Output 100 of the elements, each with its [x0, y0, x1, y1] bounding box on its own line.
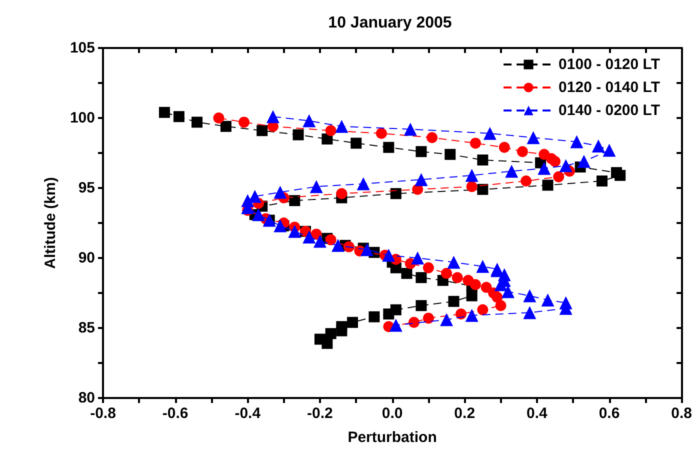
x-tick-label: -0.2: [307, 405, 333, 422]
point: [416, 146, 427, 158]
point: [313, 234, 326, 248]
y-tick-label: 85: [78, 320, 95, 336]
point: [343, 241, 354, 252]
point: [592, 140, 605, 152]
point: [505, 164, 518, 178]
point: [570, 135, 584, 148]
point: [444, 148, 456, 160]
point: [213, 112, 224, 124]
point: [596, 176, 608, 186]
point: [248, 190, 262, 203]
point: [465, 308, 478, 322]
point: [158, 106, 170, 118]
point: [550, 156, 561, 167]
point: [192, 116, 203, 128]
point: [426, 132, 438, 144]
point: [492, 292, 503, 303]
x-tick-label: 0.4: [526, 405, 548, 422]
point: [516, 146, 528, 158]
point: [542, 180, 554, 191]
x-tick-label: -0.6: [162, 405, 188, 422]
point: [447, 256, 460, 269]
y-tick-label: 80: [78, 390, 95, 406]
legend-label: 0140 - 0200 LT: [558, 102, 660, 119]
point: [390, 188, 402, 200]
legend-label: 0100 - 0120 LT: [558, 56, 660, 73]
point: [422, 312, 434, 324]
point: [350, 138, 362, 149]
point: [416, 300, 427, 312]
chart-title: 10 January 2005: [328, 14, 452, 32]
y-tick-label: 90: [78, 250, 95, 266]
point: [441, 268, 452, 279]
point: [614, 170, 626, 181]
point: [553, 171, 564, 182]
point: [335, 120, 348, 133]
point: [356, 177, 370, 190]
point: [526, 131, 540, 144]
point: [336, 325, 348, 336]
point: [466, 181, 478, 192]
point: [559, 159, 572, 172]
x-tick-label: 0.2: [454, 405, 476, 422]
point: [466, 290, 478, 302]
point: [289, 195, 300, 206]
point: [414, 173, 428, 186]
point: [325, 234, 336, 246]
point: [322, 338, 333, 349]
point: [538, 162, 551, 175]
point: [368, 311, 380, 322]
point: [325, 125, 336, 136]
point: [302, 114, 316, 128]
point: [495, 300, 506, 312]
point: [408, 316, 420, 328]
point: [252, 208, 265, 222]
point: [238, 116, 250, 128]
point: [577, 154, 590, 168]
point: [541, 294, 554, 306]
point: [383, 308, 394, 320]
point: [376, 128, 387, 139]
point: [173, 111, 184, 122]
point: [389, 318, 402, 332]
point: [448, 296, 460, 307]
point: [520, 176, 532, 186]
point: [476, 260, 490, 273]
point: [383, 142, 394, 153]
point: [220, 120, 232, 132]
y-tick-label: 105: [70, 40, 95, 56]
point: [470, 138, 481, 149]
point: [292, 129, 304, 140]
point: [470, 279, 481, 290]
x-tick-label: 0.0: [382, 405, 403, 422]
x-tick-label: 0.8: [671, 405, 692, 422]
point: [465, 168, 478, 182]
point: [477, 184, 488, 195]
point: [274, 186, 287, 199]
point: [325, 328, 336, 340]
y-tick-label: 95: [78, 180, 95, 196]
point: [256, 125, 268, 136]
point: [382, 248, 396, 262]
point: [452, 272, 463, 284]
point: [498, 142, 510, 153]
point: [310, 180, 323, 194]
point: [274, 219, 287, 232]
point: [288, 224, 302, 238]
point: [360, 243, 374, 256]
y-axis-title: Altitude (km): [42, 177, 59, 269]
x-tick-label: -0.8: [90, 405, 116, 422]
point: [477, 304, 488, 316]
point: [477, 154, 488, 166]
point: [302, 230, 316, 244]
point: [523, 306, 536, 320]
point: [266, 110, 280, 124]
point: [401, 268, 412, 279]
point: [416, 272, 427, 284]
point: [347, 316, 358, 328]
point: [483, 126, 496, 140]
point: [411, 252, 424, 264]
point: [480, 282, 492, 293]
legend-label: 0120 - 0140 LT: [558, 79, 660, 96]
point: [523, 289, 536, 302]
